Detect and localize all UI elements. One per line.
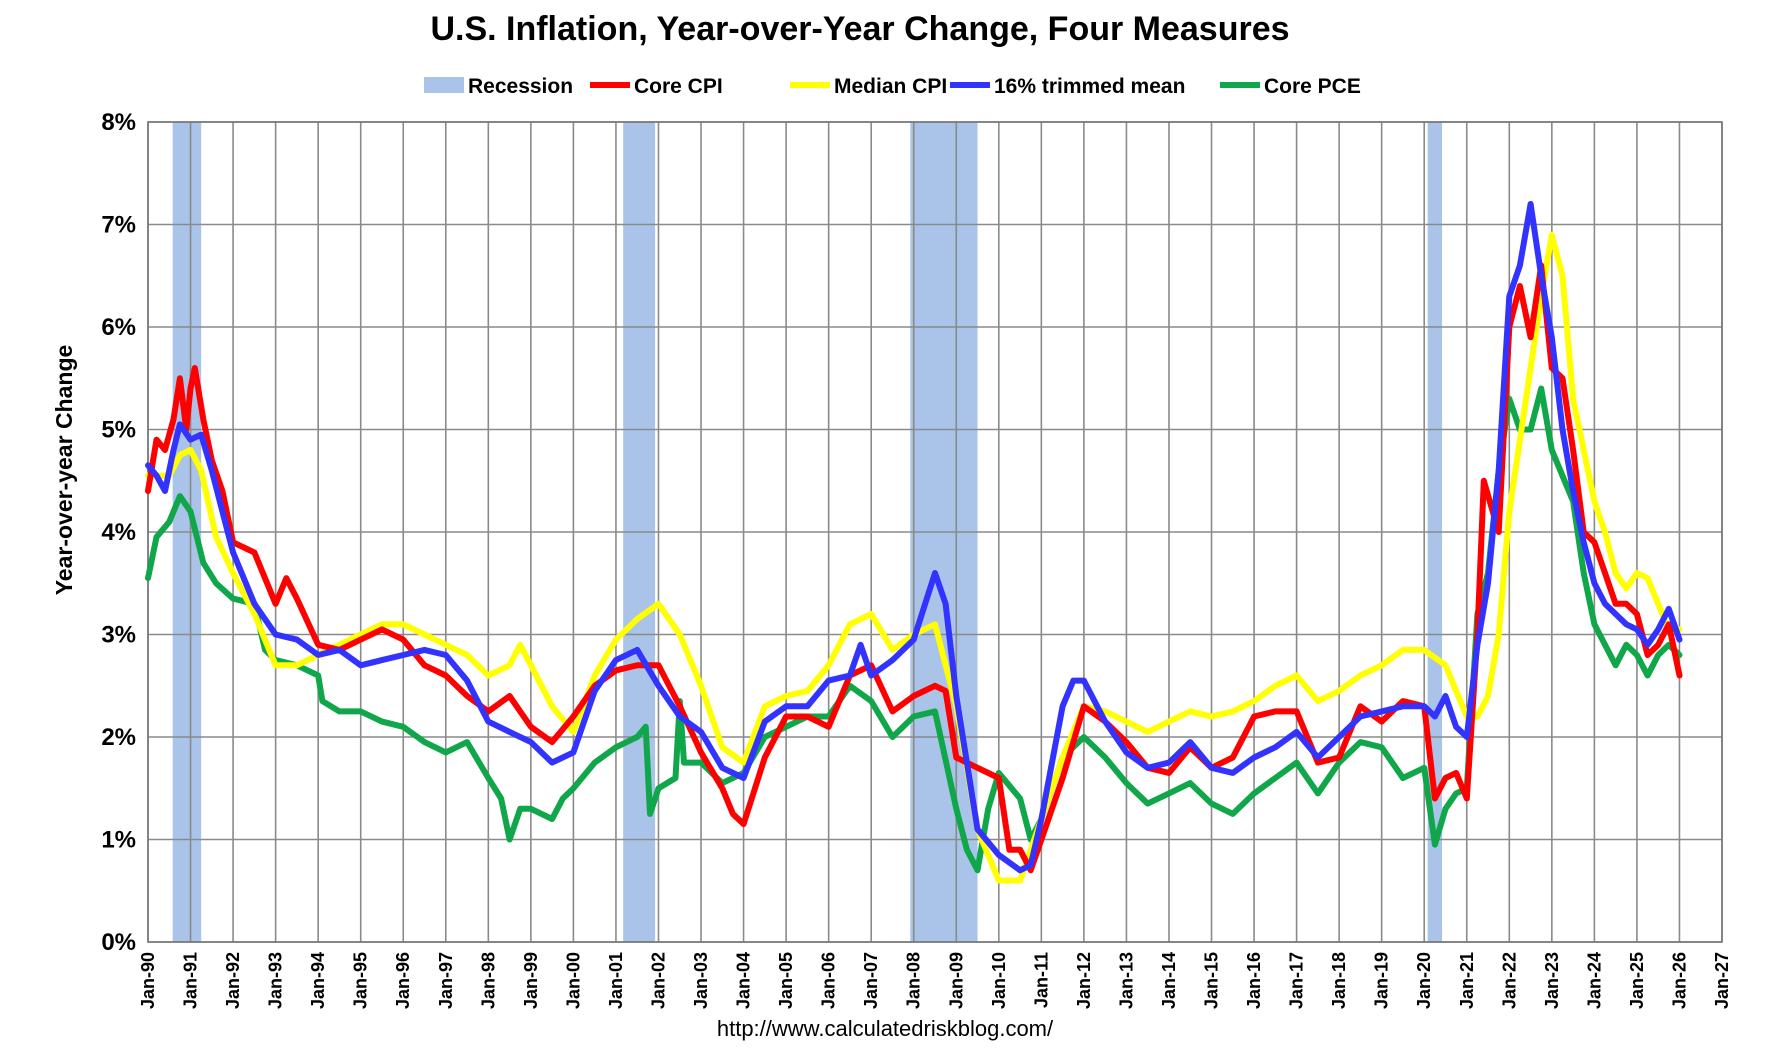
- x-tick-label: Jan-02: [648, 952, 668, 1009]
- x-tick-label: Jan-20: [1414, 952, 1434, 1009]
- legend-swatch-recession: [424, 77, 464, 93]
- x-tick-label: Jan-90: [138, 952, 158, 1009]
- x-tick-label: Jan-94: [308, 952, 328, 1009]
- y-tick-label: 7%: [101, 212, 136, 239]
- x-tick-label: Jan-24: [1584, 952, 1604, 1009]
- x-tick-label: Jan-17: [1287, 952, 1307, 1009]
- legend-label: Recession: [468, 75, 573, 98]
- x-tick-label: Jan-16: [1244, 952, 1264, 1009]
- x-tick-label: Jan-26: [1669, 952, 1689, 1009]
- y-tick-label: 1%: [101, 827, 136, 854]
- x-tick-label: Jan-25: [1627, 952, 1647, 1009]
- x-tick-label: Jan-91: [181, 952, 201, 1009]
- plot-area: 0% 1% 2% 3% 4% 5% 6% 7% 8% Jan-90 Jan-91 Jan-92 Jan-…: [101, 109, 1732, 1009]
- x-tick-label: Jan-21: [1457, 952, 1477, 1009]
- x-tick-label: Jan-98: [478, 952, 498, 1009]
- x-tick-label: Jan-04: [734, 952, 754, 1009]
- x-tick-label: Jan-97: [436, 952, 456, 1009]
- x-tick-label: Jan-92: [223, 952, 243, 1009]
- x-tick-label: Jan-07: [861, 952, 881, 1009]
- y-tick-label: 3%: [101, 622, 136, 649]
- y-tick-label: 6%: [101, 314, 136, 341]
- plot-border: [147, 121, 1723, 943]
- x-tick-label: Jan-08: [904, 952, 924, 1009]
- x-tick-label: Jan-01: [606, 952, 626, 1009]
- series-16-trimmed-mean: [145, 201, 1683, 874]
- x-tick-label: Jan-18: [1329, 952, 1349, 1009]
- x-tick-label: Jan-27: [1712, 952, 1732, 1009]
- y-tick-label: 5%: [101, 417, 136, 444]
- y-tick-label: 4%: [101, 519, 136, 546]
- chart-title: U.S. Inflation, Year-over-Year Change, F…: [430, 10, 1289, 48]
- y-tick-label: 0%: [101, 929, 136, 956]
- x-tick-label: Jan-93: [266, 952, 286, 1009]
- x-tick-label: Jan-96: [393, 952, 413, 1009]
- x-tick-label: Jan-13: [1116, 952, 1136, 1009]
- x-tick-label: Jan-12: [1074, 952, 1094, 1009]
- y-axis-label: Year-over-year Change: [51, 345, 77, 596]
- x-tick-label: Jan-09: [946, 952, 966, 1009]
- x-tick-label: Jan-10: [989, 952, 1009, 1009]
- legend: Recession Core CPI Median CPI 16% trimmed m…: [424, 75, 1361, 98]
- x-tick-label: Jan-19: [1372, 952, 1392, 1009]
- x-tick-label: Jan-05: [776, 952, 796, 1009]
- x-tick-label: Jan-14: [1159, 952, 1179, 1009]
- y-tick-label: 2%: [101, 724, 136, 751]
- source-url: http://www.calculatedriskblog.com/: [717, 1016, 1054, 1041]
- x-tick-label: Jan-11: [1031, 952, 1051, 1008]
- x-tick-label: Jan-03: [691, 952, 711, 1009]
- x-tick-label: Jan-99: [521, 952, 541, 1009]
- x-tick-label: Jan-06: [819, 952, 839, 1009]
- legend-label: Core CPI: [634, 75, 723, 98]
- legend-label: Median CPI: [834, 75, 947, 98]
- x-tick-label: Jan-22: [1499, 952, 1519, 1009]
- x-tick-label: Jan-95: [351, 952, 371, 1009]
- x-tick-label: Jan-00: [563, 952, 583, 1009]
- x-tick-label: Jan-15: [1202, 952, 1222, 1009]
- legend-label: 16% trimmed mean: [994, 75, 1185, 98]
- legend-label: Core PCE: [1264, 75, 1361, 98]
- x-tick-label: Jan-23: [1542, 952, 1562, 1009]
- y-tick-label: 8%: [101, 109, 136, 136]
